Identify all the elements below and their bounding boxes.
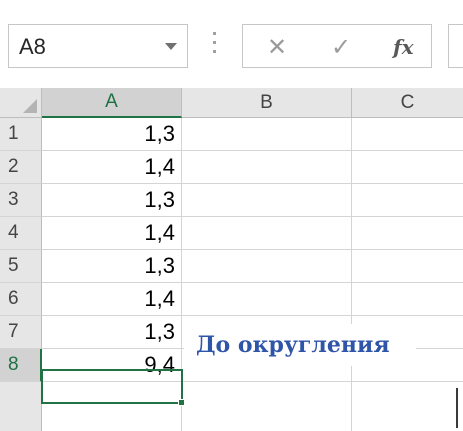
select-all-triangle-icon [23, 99, 37, 113]
formula-input[interactable] [448, 24, 463, 68]
cell-b2[interactable] [182, 151, 352, 184]
cell-a4[interactable]: 1,4 [42, 217, 182, 250]
cell-a1[interactable]: 1,3 [42, 118, 182, 151]
cell-c4[interactable] [352, 217, 463, 250]
name-box[interactable]: A8 [8, 24, 188, 68]
grip-dots-icon[interactable] [212, 32, 216, 60]
insert-function-icon[interactable]: fx [393, 35, 414, 59]
cell-b4[interactable] [182, 217, 352, 250]
cell-c3[interactable] [352, 184, 463, 217]
chevron-down-icon[interactable] [165, 43, 177, 50]
row-header[interactable]: 6 [0, 283, 42, 316]
cell-a6[interactable]: 1,4 [42, 283, 182, 316]
cell-c9[interactable] [352, 382, 463, 431]
cell-b1[interactable] [182, 118, 352, 151]
row-header[interactable]: 4 [0, 217, 42, 250]
cell-c1[interactable] [352, 118, 463, 151]
active-cell-border [41, 369, 183, 404]
row-header[interactable]: 7 [0, 316, 42, 349]
formula-buttons: ✕ ✓ fx [242, 24, 432, 68]
row-header-partial[interactable] [0, 382, 42, 431]
cell-b9[interactable] [182, 382, 352, 431]
cell-b3[interactable] [182, 184, 352, 217]
cell-c6[interactable] [352, 283, 463, 316]
row-header[interactable]: 1 [0, 118, 42, 151]
name-box-value[interactable]: A8 [19, 34, 46, 59]
column-header-a[interactable]: A [42, 88, 182, 118]
cell-a8[interactable]: 9,4 [42, 349, 182, 382]
cell-c8[interactable] [352, 349, 463, 382]
cell-a3[interactable]: 1,3 [42, 184, 182, 217]
fill-handle[interactable] [178, 399, 185, 406]
row-header[interactable]: 5 [0, 250, 42, 283]
row-header[interactable]: 2 [0, 151, 42, 184]
row-header[interactable]: 3 [0, 184, 42, 217]
cell-c2[interactable] [352, 151, 463, 184]
cell-a9[interactable] [42, 382, 182, 431]
annotation-label: До округления [184, 324, 416, 366]
cell-b6[interactable] [182, 283, 352, 316]
cell-b5[interactable] [182, 250, 352, 283]
cell-a7[interactable]: 1,3 [42, 316, 182, 349]
spreadsheet-grid: A B C 1 1,3 2 1,4 3 1,3 4 1,4 5 1,3 6 1,… [0, 88, 463, 431]
cell-a2[interactable]: 1,4 [42, 151, 182, 184]
select-all-button[interactable] [0, 88, 42, 118]
row-header[interactable]: 8 [0, 349, 42, 382]
edge-line [456, 388, 458, 428]
column-header-c[interactable]: C [352, 88, 463, 118]
enter-icon[interactable]: ✓ [331, 34, 352, 61]
column-header-b[interactable]: B [182, 88, 352, 118]
formula-bar: A8 ✕ ✓ fx [0, 0, 463, 88]
cell-a5[interactable]: 1,3 [42, 250, 182, 283]
cancel-icon[interactable]: ✕ [267, 34, 288, 61]
cell-c5[interactable] [352, 250, 463, 283]
